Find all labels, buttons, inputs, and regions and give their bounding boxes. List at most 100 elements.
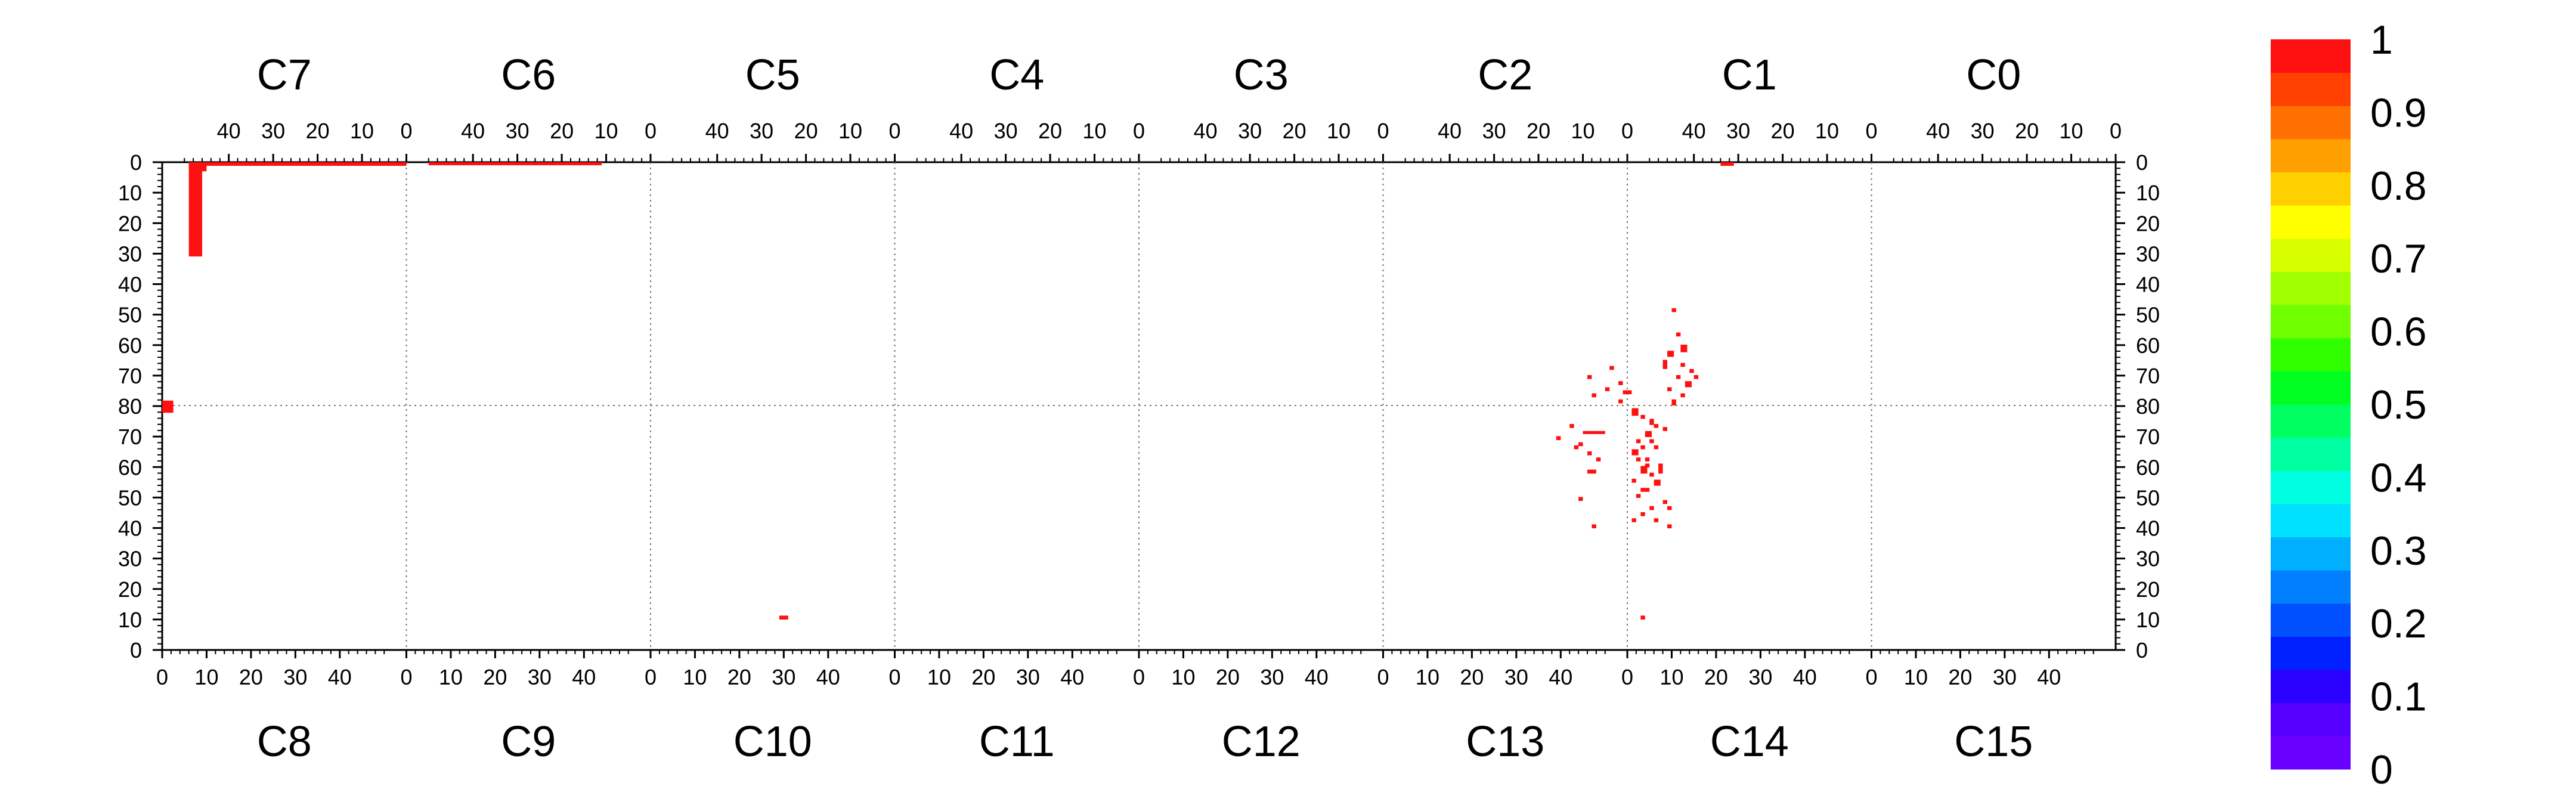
hit-pixel [1592, 524, 1596, 528]
bottom-x-tick-label: 0 [888, 665, 900, 689]
top-x-tick-label: 30 [1971, 119, 1995, 143]
bottom-x-tick-label: 40 [1793, 665, 1817, 689]
bottom-chip-label: C9 [501, 718, 556, 766]
hit-pixel [1640, 615, 1645, 620]
top-x-tick-label: 20 [1038, 119, 1062, 143]
colorbar-segment [2271, 603, 2351, 637]
right-y-tick-label: 10 [2136, 608, 2160, 632]
bottom-chip-label: C15 [1954, 718, 2033, 766]
bottom-x-tick-label: 30 [1748, 665, 1772, 689]
hit-pixel [188, 162, 203, 257]
bottom-x-tick-label: 30 [528, 665, 552, 689]
chip-grid [162, 162, 2116, 650]
hit-pixel [1636, 439, 1641, 444]
colorbar-segment [2271, 702, 2351, 736]
right-y-tick-label: 20 [2136, 577, 2160, 602]
hit-pixel [1645, 488, 1650, 492]
hit-pixel [1671, 399, 1676, 405]
hit-pixel [1636, 457, 1641, 462]
left-y-tick-label: 0 [130, 150, 142, 175]
hit-pixel [1640, 488, 1645, 492]
colorbar-segment [2271, 371, 2351, 405]
bottom-x-tick-label: 20 [1460, 665, 1484, 689]
top-x-tick-label: 10 [350, 119, 374, 143]
bottom-x-tick-label: 20 [727, 665, 751, 689]
hit-pixel [1680, 345, 1688, 352]
hit-pixel [1609, 366, 1614, 370]
hit-pixel [1596, 457, 1601, 462]
top-x-tick-label: 0 [888, 119, 900, 143]
top-x-tick-label: 40 [1926, 119, 1950, 143]
top-chip-label: C6 [501, 51, 556, 99]
colorbar-segment [2271, 570, 2351, 604]
left-y-tick-label: 40 [118, 516, 142, 541]
left-y-tick-label: 70 [118, 425, 142, 449]
bottom-x-tick-label: 0 [156, 665, 168, 689]
bottom-chip-label: C12 [1222, 718, 1301, 766]
bottom-x-tick-label: 20 [1216, 665, 1240, 689]
hit-pixel [1574, 445, 1579, 450]
left-y-tick-label: 70 [118, 364, 142, 388]
bottom-chip-label: C8 [257, 718, 312, 766]
hit-pixel [1662, 427, 1668, 431]
bottom-x-tick-label: 30 [283, 665, 307, 689]
hit-pixel [1587, 451, 1592, 456]
hit-pixel [593, 162, 602, 166]
top-x-tick-label: 30 [261, 119, 285, 143]
top-x-tick-label: 30 [1482, 119, 1506, 143]
hit-pixel [1583, 431, 1605, 434]
top-x-tick-label: 0 [1865, 119, 1877, 143]
hit-pixel [1667, 387, 1672, 392]
hit-pixel [1618, 399, 1623, 404]
top-x-tick-label: 10 [838, 119, 862, 143]
top-x-tick-label: 40 [949, 119, 973, 143]
hit-pixel [1676, 375, 1681, 379]
hit-pixel [1645, 457, 1650, 462]
colorbar-tick-label: 0.7 [2370, 236, 2427, 281]
hit-pixel [1654, 518, 1659, 522]
top-x-tick-label: 10 [1327, 119, 1351, 143]
colorbar-tick-label: 1 [2370, 17, 2393, 63]
top-x-tick-label: 20 [1283, 119, 1306, 143]
left-y-tick-label: 10 [118, 608, 142, 632]
bottom-x-tick-label: 10 [1171, 665, 1195, 689]
colorbar-tick-label: 0.4 [2370, 455, 2427, 500]
bottom-x-tick-label: 10 [683, 665, 707, 689]
hit-pixel [1667, 351, 1674, 357]
bottom-x-tick-label: 10 [439, 665, 463, 689]
colorbar-tick-label: 0.6 [2370, 309, 2427, 355]
hit-pixel [1587, 375, 1592, 379]
top-chip-label: C7 [257, 51, 312, 99]
bottom-x-tick-label: 10 [1659, 665, 1683, 689]
colorbar-segment [2271, 72, 2351, 106]
right-y-tick-label: 30 [2136, 242, 2160, 266]
top-x-tick-label: 20 [550, 119, 574, 143]
top-x-tick-label: 10 [1083, 119, 1107, 143]
top-x-tick-label: 20 [794, 119, 818, 143]
bottom-chip-label: C14 [1710, 718, 1789, 766]
hit-pixel [1631, 518, 1636, 522]
hit-pixel [1623, 390, 1632, 395]
top-x-tick-label: 40 [1194, 119, 1218, 143]
hit-pixel [1631, 449, 1639, 456]
hit-pixel [1685, 381, 1692, 388]
top-x-tick-label: 10 [1571, 119, 1595, 143]
right-y-tick-label: 70 [2136, 425, 2160, 449]
bottom-x-tick-label: 30 [1260, 665, 1284, 689]
top-x-tick-label: 40 [1682, 119, 1706, 143]
hit-pixel [1654, 424, 1659, 428]
colorbar-tick-label: 0.5 [2370, 382, 2427, 428]
hit-pixel [1654, 479, 1661, 486]
colorbar-segment [2271, 205, 2351, 239]
left-y-tick-label: 50 [118, 485, 142, 510]
top-x-tick-label: 30 [750, 119, 773, 143]
right-y-tick-label: 60 [2136, 455, 2160, 479]
hit-pixel [1680, 363, 1685, 367]
top-x-tick-label: 0 [2110, 119, 2122, 143]
hit-pixel [162, 400, 174, 413]
colorbar-segment [2271, 404, 2351, 438]
bottom-chip-label: C10 [733, 718, 812, 766]
hit-pixel [1592, 393, 1596, 398]
hit-pixel [1645, 463, 1650, 467]
